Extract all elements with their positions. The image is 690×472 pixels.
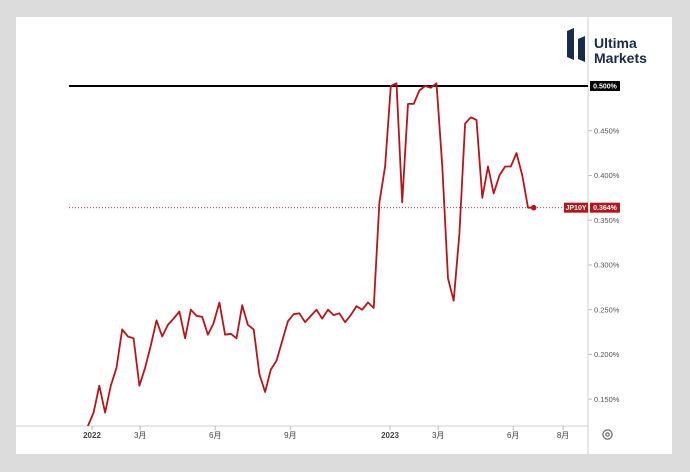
y-tick-label: 0.150% <box>594 395 620 404</box>
chart-card: 0.150% 0.200% 0.250% 0.300% 0.350% 0.400% 0.45… <box>16 17 672 454</box>
ultima-markets-logo: Ultima Markets <box>564 25 674 67</box>
y-tick-label: 0.300% <box>594 261 620 270</box>
reference-value-label: 0.500% <box>593 84 618 91</box>
x-tick-label: 9月 <box>284 431 296 440</box>
reference-line-group <box>69 85 588 209</box>
x-tick-label: 3月 <box>432 431 444 440</box>
y-tick-label: 0.350% <box>594 216 620 225</box>
y-tick-label: 0.450% <box>594 126 620 135</box>
gear-icon[interactable] <box>601 428 614 441</box>
x-tick-label: 3月 <box>134 431 146 440</box>
y-tick-label: 0.400% <box>594 171 620 180</box>
brand-mark-icon <box>567 28 585 62</box>
reference-value-tag <box>590 81 620 91</box>
y-tick-labels: 0.150% 0.200% 0.250% 0.300% 0.350% 0.400% 0.45… <box>594 126 620 403</box>
last-point-marker <box>530 204 537 211</box>
symbol-tag <box>564 202 588 213</box>
y-tick-label: 0.200% <box>594 350 620 359</box>
x-tick-label: 2022 <box>83 431 101 440</box>
x-tick-label: 6月 <box>209 431 221 440</box>
brand-name-line1: Ultima <box>594 35 637 51</box>
grid <box>588 130 592 400</box>
x-tick-label: 2023 <box>381 431 399 440</box>
brand-name-line2: Markets <box>594 50 647 66</box>
x-tick-labels: 2022 3月 6月 9月 2023 3月 6月 8月 <box>83 426 569 440</box>
last-value-label: 0.364% <box>593 205 618 212</box>
x-tick-label: 8月 <box>557 431 569 440</box>
y-tick-label: 0.250% <box>594 305 620 314</box>
axes <box>16 17 589 454</box>
symbol-label: JP10Y <box>565 205 586 212</box>
last-value-tag <box>590 202 620 213</box>
series-line-jp10y <box>86 82 534 426</box>
line-chart[interactable]: 0.150% 0.200% 0.250% 0.300% 0.350% 0.400% 0.45… <box>16 17 672 454</box>
price-tags: 0.500% JP10Y 0.364% <box>564 81 620 213</box>
x-tick-label: 6月 <box>507 431 519 440</box>
series-group <box>86 82 537 426</box>
